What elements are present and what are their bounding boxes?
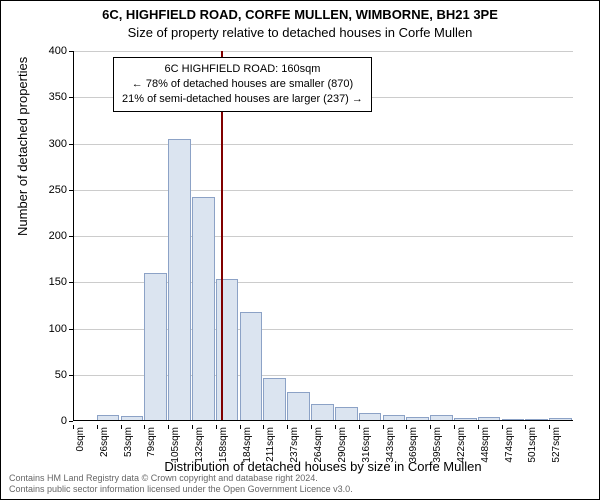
bar — [192, 197, 215, 421]
x-tick-label: 237sqm — [287, 427, 300, 463]
bar — [263, 378, 286, 421]
bar — [240, 312, 263, 421]
y-tick-label: 100 — [49, 323, 73, 335]
bar — [287, 392, 310, 421]
x-tick-label: 53sqm — [121, 427, 134, 457]
y-axis — [73, 51, 74, 421]
bar — [311, 404, 334, 421]
x-tick-label: 132sqm — [192, 427, 205, 463]
annotation-line2: ← 78% of detached houses are smaller (87… — [122, 77, 363, 92]
y-tick-label: 300 — [49, 138, 73, 150]
x-tick-label: 26sqm — [97, 427, 110, 457]
y-tick-label: 400 — [49, 45, 73, 57]
x-tick-label: 264sqm — [311, 427, 324, 463]
y-tick-label: 150 — [49, 276, 73, 288]
bar — [144, 273, 167, 421]
chart-container: 6C, HIGHFIELD ROAD, CORFE MULLEN, WIMBOR… — [0, 0, 600, 500]
x-tick-label: 369sqm — [406, 427, 419, 463]
y-tick-label: 50 — [55, 369, 73, 381]
x-tick-label: 158sqm — [216, 427, 229, 463]
footer-line1: Contains HM Land Registry data © Crown c… — [9, 473, 353, 484]
x-tick-label: 501sqm — [525, 427, 538, 463]
plot-area: 050100150200250300350400 0sqm26sqm53sqm7… — [73, 51, 573, 421]
y-tick-label: 250 — [49, 184, 73, 196]
y-tick-label: 350 — [49, 91, 73, 103]
x-axis-label: Distribution of detached houses by size … — [73, 459, 573, 474]
x-tick-label: 448sqm — [478, 427, 491, 463]
bar — [335, 407, 358, 421]
x-tick-label: 527sqm — [549, 427, 562, 463]
x-tick-label: 343sqm — [383, 427, 396, 463]
x-tick-label: 474sqm — [502, 427, 515, 463]
chart-title: 6C, HIGHFIELD ROAD, CORFE MULLEN, WIMBOR… — [1, 7, 599, 22]
x-tick-label: 105sqm — [168, 427, 181, 463]
x-tick-label: 211sqm — [263, 427, 276, 462]
x-axis — [73, 420, 573, 421]
x-tick-label: 0sqm — [73, 427, 86, 451]
annotation-line1: 6C HIGHFIELD ROAD: 160sqm — [122, 62, 363, 77]
y-tick-label: 200 — [49, 230, 73, 242]
x-tick-label: 422sqm — [454, 427, 467, 463]
y-axis-label: Number of detached properties — [15, 57, 30, 236]
x-tick-label: 316sqm — [359, 427, 372, 463]
footer-line2: Contains public sector information licen… — [9, 484, 353, 495]
footer: Contains HM Land Registry data © Crown c… — [9, 473, 353, 495]
bar — [168, 139, 191, 421]
bar — [216, 279, 239, 421]
annotation-box: 6C HIGHFIELD ROAD: 160sqm ← 78% of detac… — [113, 57, 372, 112]
annotation-line3: 21% of semi-detached houses are larger (… — [122, 92, 363, 107]
y-tick-label: 0 — [61, 415, 73, 427]
x-tick-label: 395sqm — [430, 427, 443, 463]
x-tick-label: 79sqm — [144, 427, 157, 457]
x-tick-label: 290sqm — [335, 427, 348, 463]
x-tick-label: 184sqm — [240, 427, 253, 463]
chart-subtitle: Size of property relative to detached ho… — [1, 25, 599, 40]
